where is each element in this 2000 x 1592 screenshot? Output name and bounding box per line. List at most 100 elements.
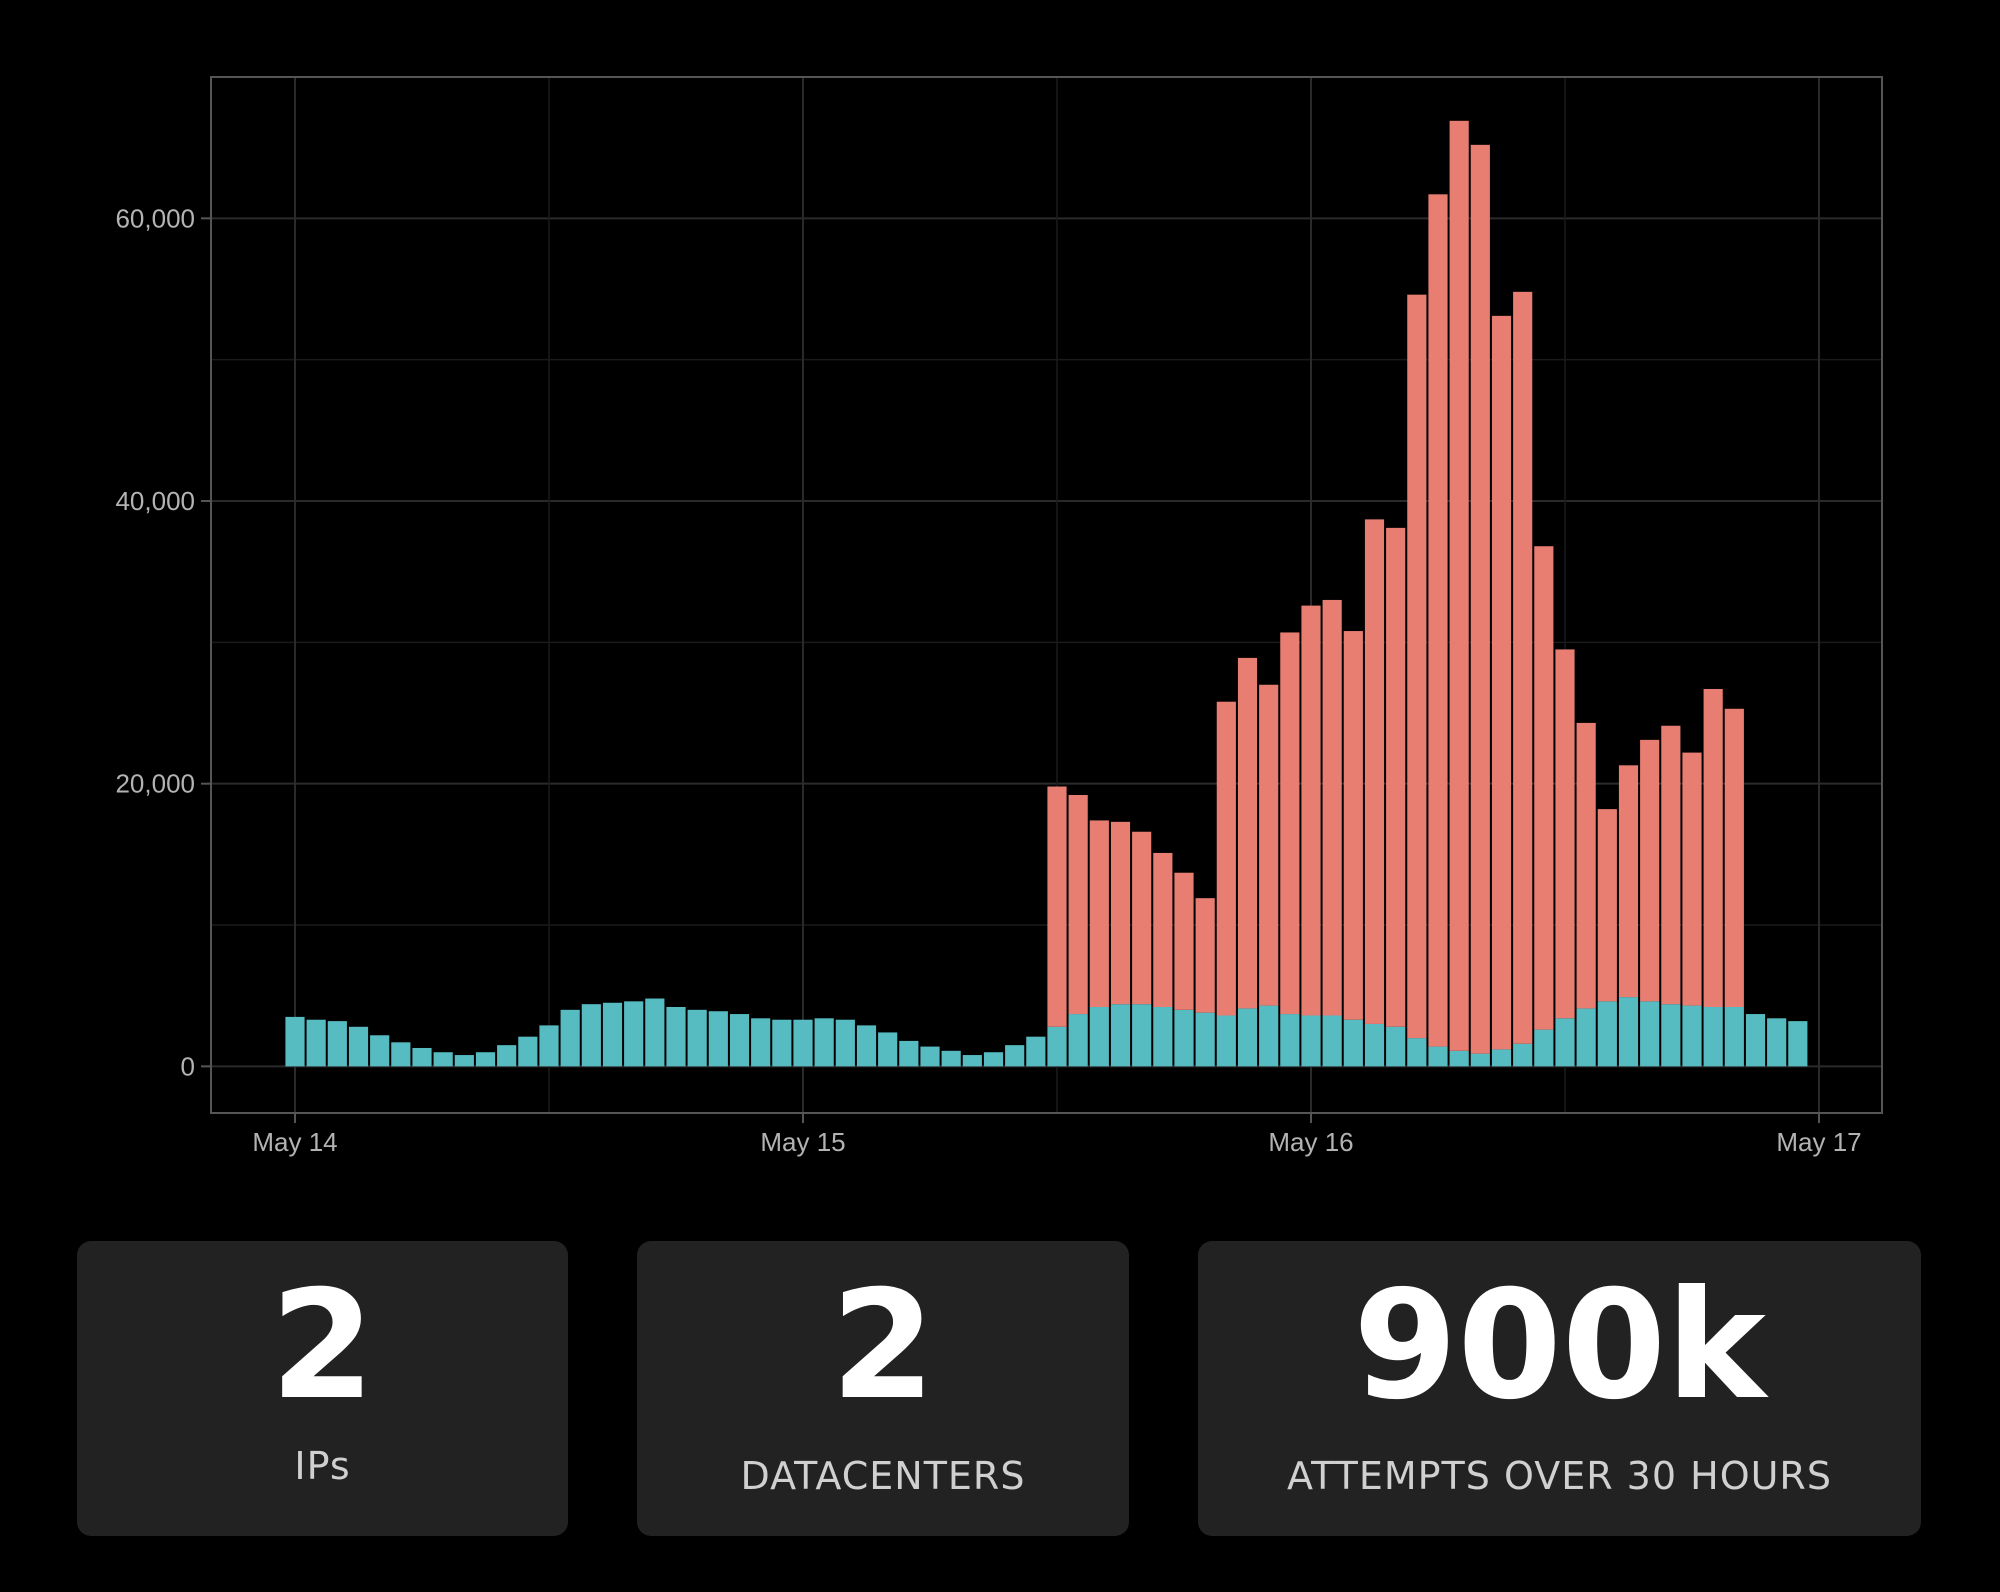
bar-teal [475, 1052, 496, 1067]
bar-teal [1555, 1018, 1575, 1067]
stat-value: 2 [270, 1259, 375, 1433]
y-tick-label: 60,000 [115, 203, 195, 233]
bar-teal [1767, 1018, 1787, 1067]
bar-teal [518, 1036, 538, 1067]
bar-salmon [1237, 657, 1258, 1009]
bar-teal [454, 1055, 474, 1067]
bar-salmon [1428, 194, 1448, 1047]
bar-salmon [1661, 725, 1681, 1005]
bar-salmon [1597, 809, 1617, 1002]
bar-teal [1195, 1012, 1215, 1067]
bar-teal [1576, 1008, 1596, 1067]
bar-teal [497, 1045, 517, 1067]
bar-salmon [1047, 786, 1067, 1027]
bar-teal [920, 1046, 940, 1067]
stat-card-datacenters: 2 DATACENTERS [637, 1241, 1129, 1536]
bar-salmon [1364, 519, 1385, 1024]
x-axis: May 14 May 15 May 16 May 17 [252, 1113, 1862, 1157]
bar-teal [835, 1019, 855, 1067]
bar-teal [772, 1019, 792, 1067]
bar-teal [1280, 1014, 1300, 1067]
bar-teal [751, 1018, 771, 1067]
bar-salmon [1640, 739, 1660, 1002]
bar-teal [878, 1032, 898, 1067]
bar-teal [983, 1052, 1004, 1067]
bar-teal [1153, 1006, 1173, 1067]
bar-teal [1216, 1015, 1236, 1067]
bar-teal [1449, 1050, 1469, 1067]
bar-teal [1491, 1049, 1512, 1067]
stat-label: ATTEMPTS OVER 30 HOURS [1287, 1454, 1832, 1498]
stat-label: IPs [294, 1444, 351, 1488]
stat-label: DATACENTERS [740, 1454, 1026, 1498]
bar-teal [1724, 1006, 1744, 1067]
bar-teal [1132, 1004, 1152, 1067]
bar-teal [962, 1055, 982, 1067]
bar-teal [1661, 1004, 1681, 1067]
bar-teal [814, 1018, 834, 1067]
bar-teal [306, 1019, 326, 1067]
bar-teal [581, 1004, 601, 1067]
bar-teal [899, 1040, 919, 1067]
bar-salmon [1703, 688, 1723, 1007]
bar-salmon [1534, 546, 1554, 1030]
bar-teal [1788, 1021, 1808, 1067]
bar-teal [560, 1009, 580, 1067]
bar-teal [602, 1002, 623, 1067]
bar-teal [1364, 1023, 1385, 1067]
bar-teal [1110, 1004, 1131, 1067]
bar-salmon [1322, 599, 1342, 1016]
bar-teal [1343, 1019, 1363, 1067]
bar-teal [1513, 1043, 1533, 1067]
bar-teal [1005, 1045, 1025, 1067]
stat-card-attempts: 900k ATTEMPTS OVER 30 HOURS [1198, 1241, 1921, 1536]
bar-teal [412, 1047, 432, 1067]
bar-teal [1026, 1036, 1046, 1067]
bar-teal [1174, 1009, 1194, 1067]
stat-card-ips: 2 IPs [77, 1241, 568, 1536]
bar-salmon [1259, 684, 1279, 1006]
bar-teal [1470, 1053, 1490, 1067]
bar-teal [1640, 1001, 1660, 1067]
bar-salmon [1110, 821, 1131, 1005]
bar-salmon [1068, 794, 1088, 1015]
bar-teal [1068, 1014, 1088, 1067]
bar-teal [1745, 1014, 1766, 1067]
bar-teal [433, 1052, 453, 1067]
bar-teal [687, 1009, 707, 1067]
bar-teal [1386, 1026, 1406, 1067]
bar-teal [1618, 997, 1639, 1067]
plot-frame [210, 76, 1883, 1114]
bar-salmon [1343, 631, 1363, 1020]
bar-teal [1259, 1005, 1279, 1067]
x-tick-label: May 16 [1268, 1127, 1353, 1157]
bar-teal [1703, 1006, 1723, 1067]
bar-teal [327, 1021, 347, 1067]
x-tick-label: May 14 [252, 1127, 337, 1157]
x-tick-label: May 15 [760, 1127, 845, 1157]
bar-teal [1407, 1038, 1427, 1067]
y-tick-label: 40,000 [115, 486, 195, 516]
bar-salmon [1724, 708, 1744, 1007]
bar-salmon [1153, 852, 1173, 1007]
stat-value: 900k [1353, 1259, 1766, 1433]
bar-salmon [1555, 649, 1575, 1019]
bar-salmon [1280, 632, 1300, 1015]
bar-salmon [1618, 765, 1639, 998]
bar-teal [1322, 1015, 1342, 1067]
bar-teal [856, 1025, 877, 1067]
bar-salmon [1195, 898, 1215, 1013]
bar-salmon [1407, 294, 1427, 1039]
bar-teal [624, 1001, 644, 1067]
bar-teal [1597, 1001, 1617, 1067]
bar-teal [539, 1025, 559, 1067]
bar-teal [285, 1016, 305, 1067]
bar-salmon [1132, 831, 1152, 1005]
bar-teal [1534, 1029, 1554, 1067]
x-tick-label: May 17 [1776, 1127, 1861, 1157]
bar-teal [1301, 1015, 1321, 1067]
bar-salmon [1470, 144, 1490, 1054]
bar-teal [1237, 1008, 1258, 1067]
bar-teal [1047, 1026, 1067, 1067]
